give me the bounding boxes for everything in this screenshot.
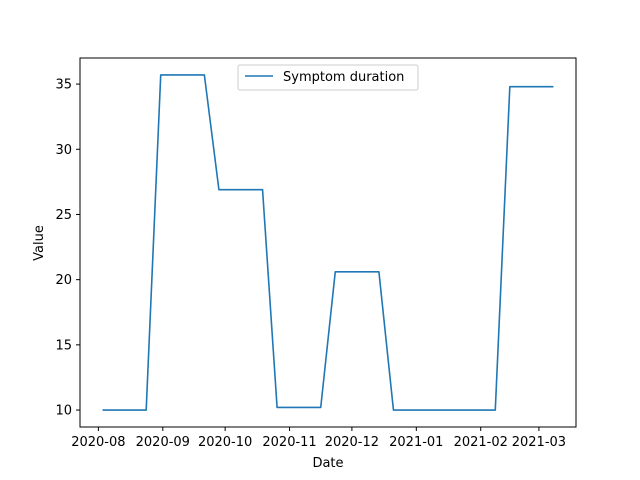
y-tick-label: 10 (55, 404, 72, 419)
x-tick-label: 2020-12 (325, 435, 379, 450)
y-tick-label: 30 (55, 143, 72, 158)
plot-frame (79, 57, 577, 428)
y-tick-label: 35 (55, 78, 72, 93)
y-tick-label: 15 (55, 338, 72, 353)
x-tick-label: 2020-11 (262, 435, 316, 450)
plot-area (80, 58, 576, 427)
x-tick-label: 2020-10 (198, 435, 252, 450)
y-tick-label: 20 (55, 273, 72, 288)
legend-box (237, 64, 419, 91)
legend-label: Symptom duration (283, 70, 404, 85)
x-axis: 2020-08 2020-09 2020-10 2020-11 2020-12 2021-… (71, 427, 566, 450)
series-line-0 (102, 74, 554, 411)
x-tick-label: 2021-03 (512, 435, 566, 450)
y-tick-label: 25 (55, 208, 72, 223)
legend: Symptom duration (237, 64, 419, 91)
x-tick-label: 2021-02 (454, 435, 508, 450)
x-tick-label: 2021-01 (389, 435, 443, 450)
x-tick-label: 2020-09 (136, 435, 190, 450)
series-layer (102, 74, 554, 411)
y-axis-label: Value (32, 225, 47, 261)
x-tick-label: 2020-08 (71, 435, 125, 450)
y-axis: 10 15 20 25 30 35 (55, 78, 80, 419)
x-axis-label: Date (312, 456, 343, 471)
